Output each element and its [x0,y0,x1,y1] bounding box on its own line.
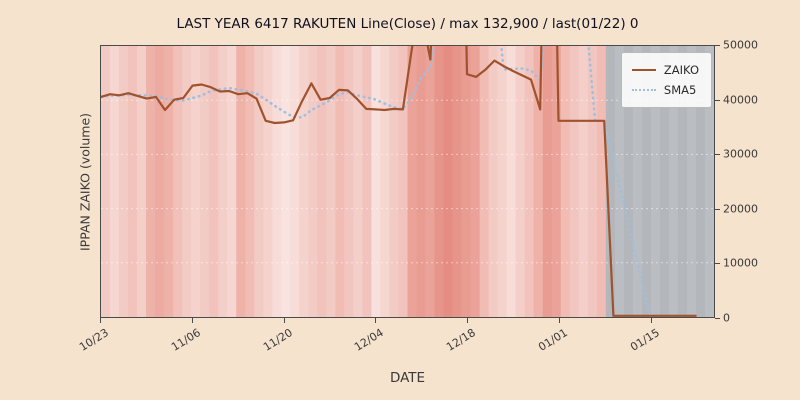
x-tick-mark [191,318,193,323]
legend: ZAIKO SMA5 [620,52,712,108]
y-tick-mark [715,318,720,319]
y-tick-mark [715,208,720,210]
x-tick-label: 12/04 [352,326,387,354]
y-tick-mark [715,45,720,46]
x-tick-mark [558,318,560,323]
legend-label-sma5: SMA5 [663,83,697,97]
x-tick-label: 01/01 [536,326,570,354]
x-tick-label: 10/23 [77,326,111,354]
x-tick-mark [100,318,101,323]
x-tick-mark [650,318,652,323]
x-tick-mark [375,318,377,323]
x-tick-label: 01/15 [627,326,662,354]
legend-label-zaiko: ZAIKO [663,63,699,77]
legend-item-zaiko: ZAIKO [631,60,699,80]
chart-canvas [101,46,714,317]
x-tick-label: 11/20 [260,326,295,354]
x-tick-label: 11/06 [168,326,203,354]
y-tick-mark [715,99,720,101]
y-tick-label: 0 [723,311,730,325]
y-tick-mark [715,263,720,265]
x-tick-mark [467,318,469,323]
y-tick-label: 20000 [723,202,758,216]
x-tick-mark [283,318,285,323]
plot-area [100,45,715,318]
zaiko-line-swatch [631,69,656,71]
y-tick-label: 30000 [723,147,758,161]
x-axis-label: DATE [389,370,426,386]
y-tick-mark [715,154,720,156]
chart-title: LAST YEAR 6417 RAKUTEN Line(Close) / max… [176,16,639,32]
sma5-line-swatch [631,89,656,91]
legend-item-sma5: SMA5 [631,80,699,100]
y-axis-label: IPPAN ZAIKO (volume) [77,112,93,252]
y-tick-label: 10000 [723,256,758,270]
x-tick-label: 12/18 [444,326,479,354]
y-tick-label: 50000 [723,38,758,52]
y-tick-label: 40000 [723,93,758,107]
